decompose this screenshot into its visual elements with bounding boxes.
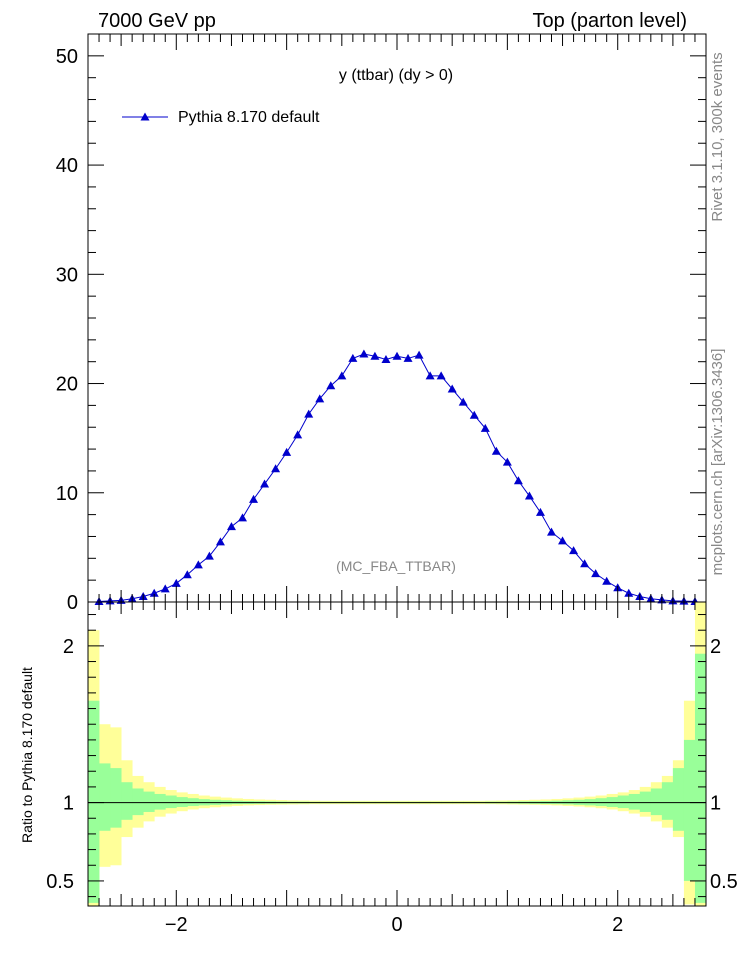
data-point xyxy=(513,476,523,485)
data-point xyxy=(535,507,545,516)
data-point xyxy=(447,384,457,393)
legend-triangle-marker xyxy=(140,112,150,121)
legend-series-label: Pythia 8.170 default xyxy=(178,109,320,126)
inner-band-bin xyxy=(606,797,619,807)
y-tick-label: 30 xyxy=(56,264,78,286)
data-point xyxy=(238,513,247,522)
inner-band-bin xyxy=(650,788,663,816)
inner-band-bin xyxy=(154,793,166,810)
data-point xyxy=(226,522,236,531)
inner-band-bin xyxy=(672,768,685,831)
data-point xyxy=(591,569,601,578)
data-point xyxy=(171,578,181,587)
data-point xyxy=(293,430,303,439)
data-point xyxy=(580,559,590,568)
data-point xyxy=(381,355,391,364)
data-point xyxy=(436,371,446,380)
main-plot-panel: 0 10 20 30 40 50 xyxy=(56,33,707,614)
data-point xyxy=(149,588,159,597)
x-tick-label: −2 xyxy=(165,914,188,936)
data-point xyxy=(558,536,568,545)
data-point xyxy=(624,588,634,597)
legend: Pythia 8.170 default xyxy=(122,109,320,126)
inner-band-bin xyxy=(132,788,144,816)
data-point xyxy=(204,551,214,560)
y-tick-label: 0 xyxy=(67,592,78,614)
analysis-watermark: (MC_FBA_TTBAR) xyxy=(336,558,456,574)
data-point xyxy=(458,397,468,406)
inner-band-bin xyxy=(110,768,122,828)
data-point xyxy=(469,410,479,419)
inner-band-bin xyxy=(639,791,652,812)
data-point xyxy=(403,353,413,362)
x-tick-label: 2 xyxy=(612,914,623,936)
ratio-y-tick-label-right: 2 xyxy=(710,636,721,658)
data-point xyxy=(326,381,336,390)
ratio-y-tick-label-left: 2 xyxy=(63,636,74,658)
main-plot-title: y (ttbar) (dy > 0) xyxy=(339,67,453,84)
y-tick-label: 40 xyxy=(56,155,78,177)
inner-band-bin xyxy=(683,739,696,881)
ratio-frame xyxy=(87,601,707,907)
data-point xyxy=(260,479,270,488)
data-point xyxy=(602,576,612,585)
data-point xyxy=(502,457,512,466)
ratio-y-tick-label-left: 1 xyxy=(63,793,74,815)
inner-band-bin xyxy=(121,782,133,820)
y-tick-label: 50 xyxy=(56,46,78,68)
ratio-y-tick-label-left: 0.5 xyxy=(46,871,74,893)
data-point xyxy=(524,491,534,500)
mcplots-reference-label: mcplots.cern.ch [arXiv:1306.3436] xyxy=(709,349,726,576)
inner-band-bin xyxy=(99,763,111,831)
ratio-y-axis-label: Ratio to Pythia 8.170 default xyxy=(19,667,35,843)
header-left-label: 7000 GeV pp xyxy=(98,10,216,32)
data-point xyxy=(491,446,501,455)
inner-band-bin xyxy=(165,795,177,809)
data-point xyxy=(193,560,203,569)
inner-band-bin xyxy=(176,797,188,807)
ratio-y-tick-label-right: 1 xyxy=(710,793,721,815)
data-point xyxy=(282,447,292,456)
data-point xyxy=(271,464,281,473)
y-tick-label: 10 xyxy=(56,483,78,505)
data-point xyxy=(304,409,314,418)
ratio-y-tick-label-right: 0.5 xyxy=(710,871,738,893)
inner-band-bin xyxy=(143,791,155,812)
data-point xyxy=(392,351,402,360)
data-point xyxy=(348,353,358,362)
inner-band-bin xyxy=(661,782,674,820)
inner-band-bin xyxy=(88,700,100,903)
data-point xyxy=(569,546,579,555)
data-point xyxy=(337,371,347,380)
ratio-plot-panel: 0.5 0.5 1 1 2 2 −2 0 2 xyxy=(46,601,738,936)
ratio-bands xyxy=(88,602,706,906)
y-tick-label: 20 xyxy=(56,374,78,396)
data-point xyxy=(480,423,490,432)
data-point xyxy=(359,349,369,358)
data-point xyxy=(414,350,424,359)
header-right-label: Top (parton level) xyxy=(532,10,687,32)
data-point xyxy=(215,537,225,546)
data-point xyxy=(249,494,259,503)
data-point xyxy=(315,394,325,403)
inner-band-bin xyxy=(694,653,706,903)
data-point xyxy=(160,584,170,593)
data-point xyxy=(547,527,556,536)
data-point xyxy=(370,351,380,360)
data-point xyxy=(182,570,192,579)
inner-band-bin xyxy=(617,795,630,809)
data-point xyxy=(425,371,435,380)
inner-band-bin xyxy=(628,793,641,810)
x-tick-label: 0 xyxy=(391,914,402,936)
rivet-version-label: Rivet 3.1.10, 300k events xyxy=(709,52,726,221)
